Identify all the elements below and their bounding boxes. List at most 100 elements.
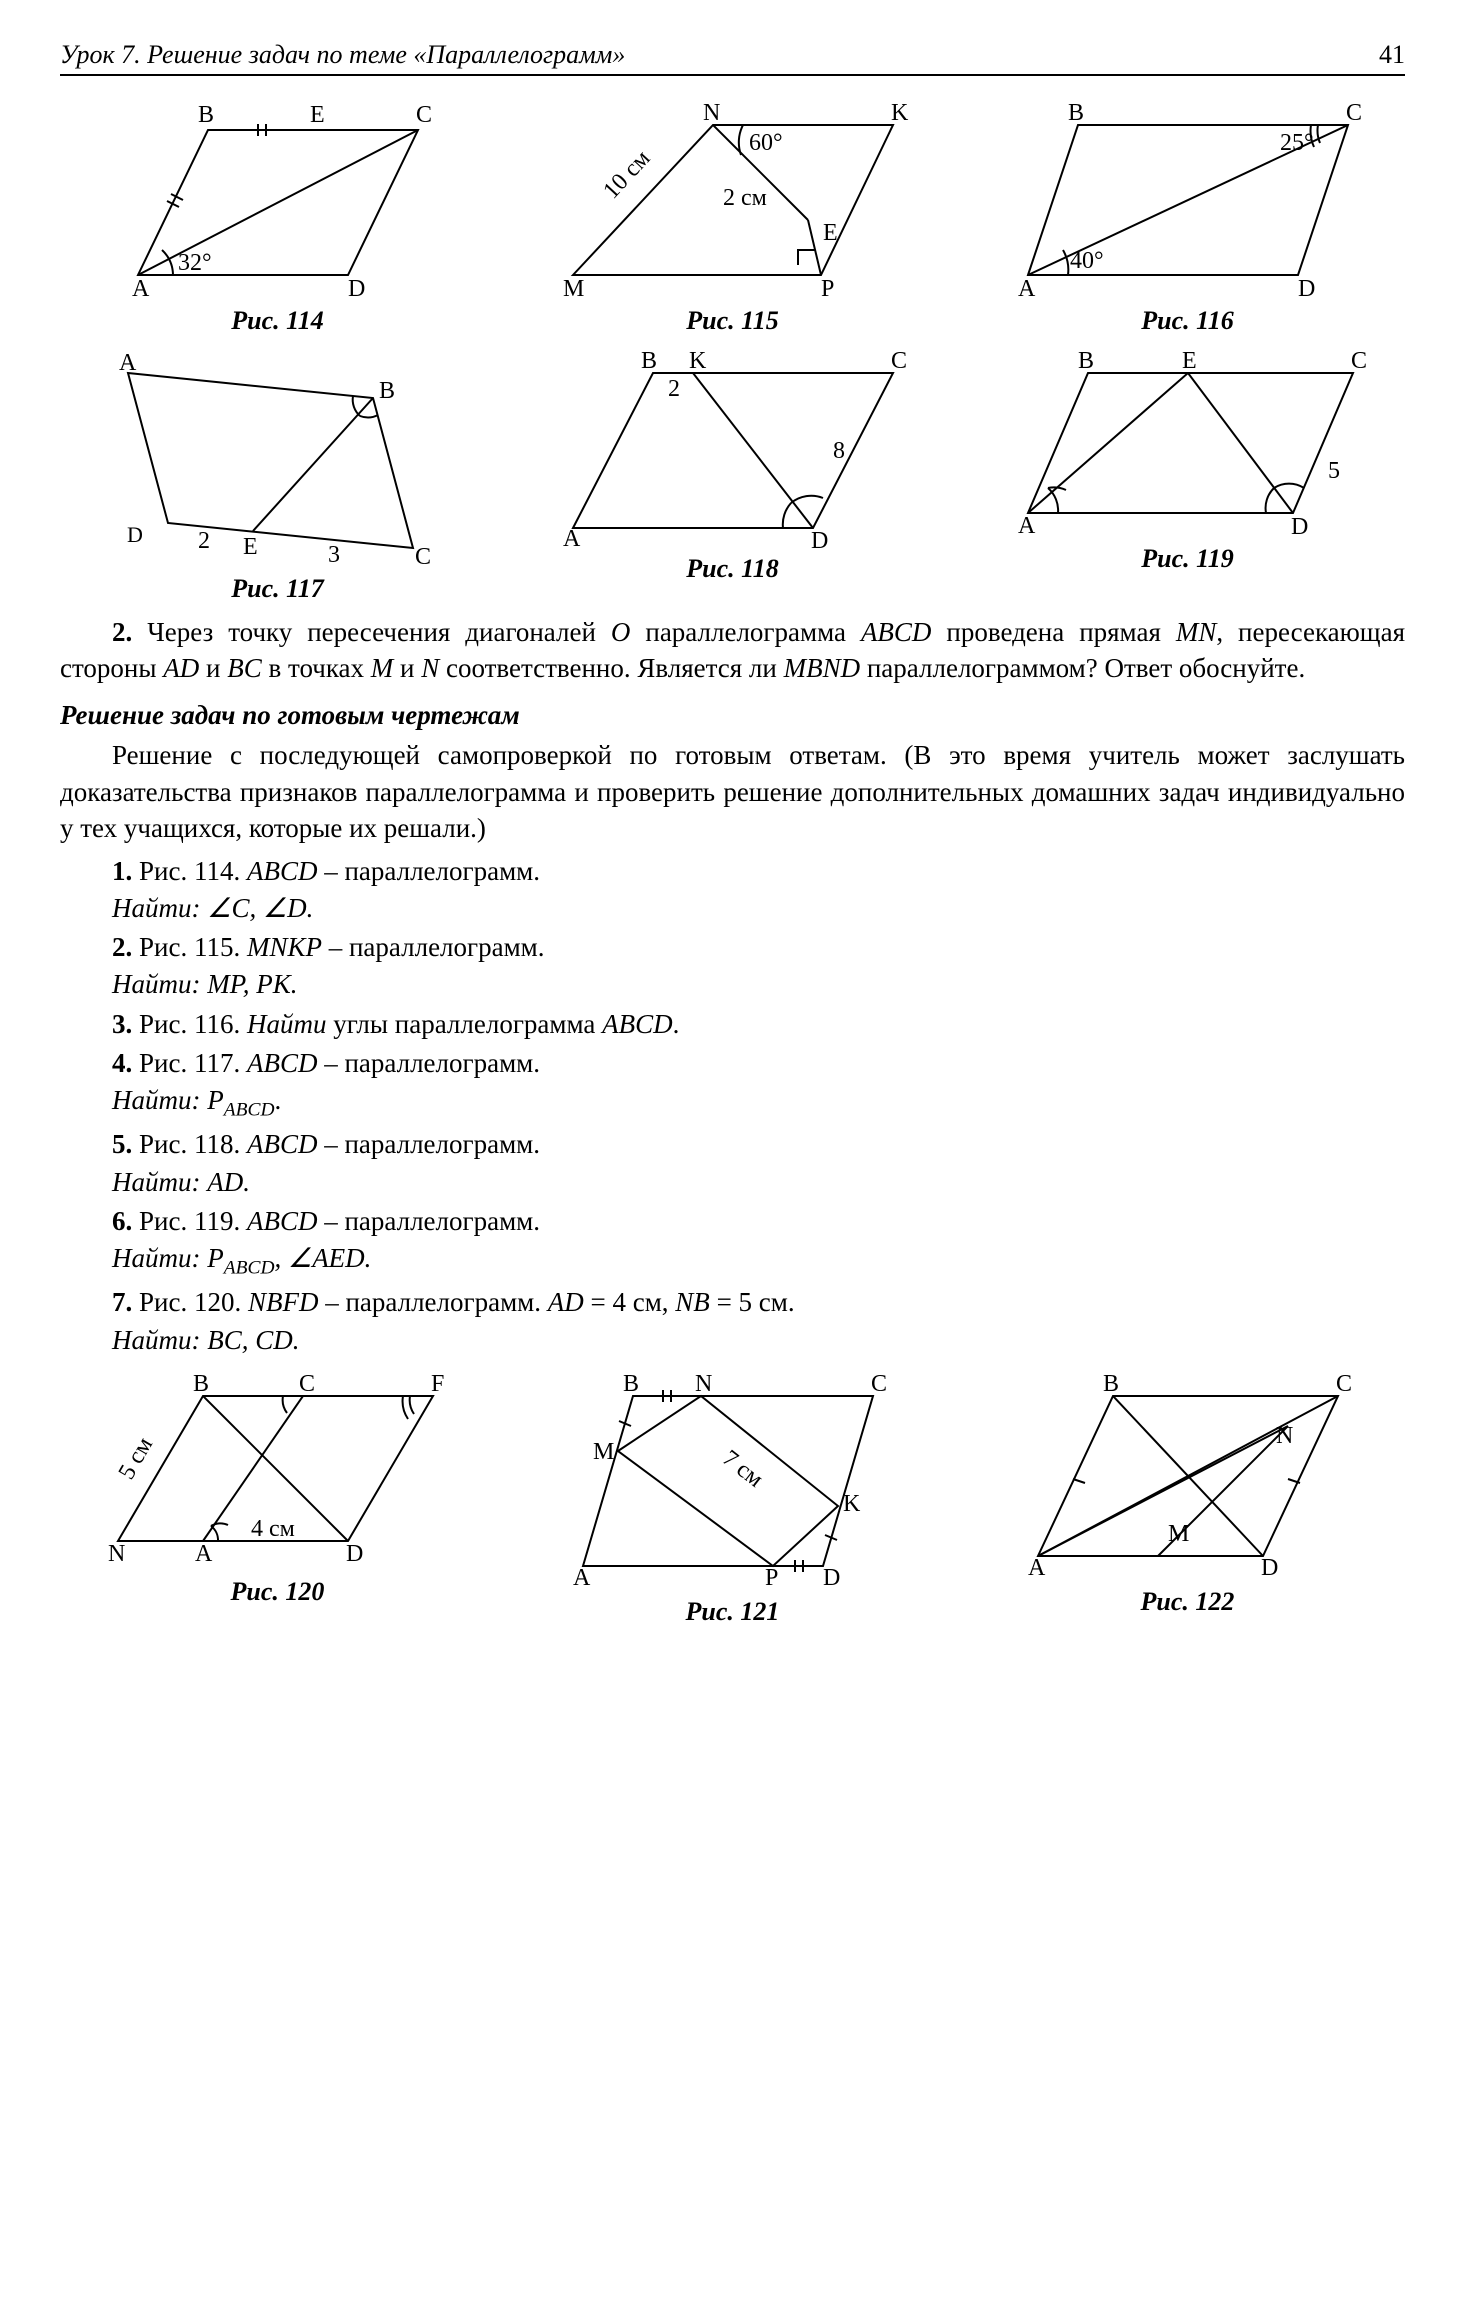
fig120-svg: N A B C D F 5 см 4 см — [103, 1371, 453, 1571]
fig119-seg1: 5 — [1328, 458, 1340, 484]
figure-122: A B C D M N Рис. 122 — [970, 1371, 1405, 1627]
task-5: 5. Рис. 118. ABCD – параллелограмм. Найт… — [112, 1126, 1405, 1201]
fig120-caption: Рис. 120 — [231, 1577, 325, 1607]
task-2: 2. Рис. 115. MNKP – параллелограмм. Найт… — [112, 929, 1405, 1004]
fig117-B: B — [379, 378, 395, 404]
task-1: 1. Рис. 114. ABCD – параллелограмм. Найт… — [112, 853, 1405, 928]
figure-120: N A B C D F 5 см 4 см Рис. 120 — [60, 1371, 495, 1627]
fig119-A: A — [1018, 513, 1036, 538]
fig121-P: P — [765, 1565, 778, 1591]
figure-116: A B C D 40° 25° Рис. 116 — [970, 100, 1405, 336]
fig116-angle2: 25° — [1280, 130, 1314, 156]
figures-row-3: N A B C D F 5 см 4 см Рис. 120 — [60, 1371, 1405, 1627]
fig115-svg: M N K P E 60° 10 см 2 см — [543, 100, 923, 300]
fig114-caption: Рис. 114 — [231, 306, 323, 336]
fig116-svg: A B C D 40° 25° — [1008, 100, 1368, 300]
fig114-A: A — [132, 276, 150, 300]
lesson-title: Урок 7. Решение задач по теме «Параллело… — [60, 40, 625, 70]
page-number: 41 — [1379, 40, 1405, 70]
fig114-E: E — [310, 102, 325, 128]
fig118-A: A — [563, 526, 581, 548]
fig116-D: D — [1298, 276, 1315, 300]
fig118-svg: A B C D K 2 8 — [553, 348, 913, 548]
fig115-E: E — [823, 220, 838, 246]
fig115-P: P — [821, 276, 834, 300]
figures-row-2: A B C D E 2 3 Рис. 117 A B C D — [60, 348, 1405, 604]
fig119-C: C — [1351, 348, 1367, 374]
fig117-C: C — [415, 544, 431, 568]
fig117-caption: Рис. 117 — [231, 574, 323, 604]
fig120-D: D — [346, 1541, 363, 1567]
fig115-caption: Рис. 115 — [686, 306, 778, 336]
fig121-C: C — [871, 1371, 887, 1397]
problem-2: 2. Через точку пересечения диагоналей O … — [60, 614, 1405, 687]
fig121-seg1: 7 см — [717, 1445, 768, 1492]
figures-row-1: A B E C D 32° Рис. 114 M N K — [60, 100, 1405, 336]
fig121-caption: Рис. 121 — [686, 1597, 780, 1627]
fig115-K: K — [891, 100, 909, 126]
fig118-seg1: 2 — [668, 376, 680, 402]
fig122-M: M — [1168, 1521, 1189, 1547]
task-6: 6. Рис. 119. ABCD – параллелограмм. Найт… — [112, 1203, 1405, 1282]
fig121-A: A — [573, 1565, 591, 1591]
fig120-side1: 5 см — [113, 1433, 157, 1484]
fig122-N: N — [1276, 1423, 1293, 1449]
task-4: 4. Рис. 117. ABCD – параллелограмм. Найт… — [112, 1045, 1405, 1124]
fig122-caption: Рис. 122 — [1141, 1587, 1235, 1617]
fig118-caption: Рис. 118 — [686, 554, 778, 584]
fig117-svg: A B C D E 2 3 — [113, 348, 443, 568]
fig117-D: D — [127, 522, 143, 547]
fig122-D: D — [1261, 1555, 1278, 1581]
fig114-D: D — [348, 276, 365, 300]
fig116-angle1: 40° — [1070, 248, 1104, 274]
fig122-svg: A B C D M N — [1018, 1371, 1358, 1581]
intro-paragraph: Решение с последующей самопроверкой по г… — [60, 737, 1405, 846]
fig115-seg: 2 см — [723, 185, 767, 211]
fig121-B: B — [623, 1371, 639, 1397]
fig117-seg2: 3 — [328, 542, 340, 568]
fig115-N: N — [703, 100, 720, 126]
fig116-caption: Рис. 116 — [1141, 306, 1233, 336]
fig114-B: B — [198, 102, 214, 128]
fig121-D: D — [823, 1565, 840, 1591]
fig120-B: B — [193, 1371, 209, 1397]
fig121-svg: A B C D M N K P 7 см — [563, 1371, 903, 1591]
fig120-C: C — [299, 1371, 315, 1397]
fig115-angle: 60° — [749, 130, 783, 156]
fig119-E: E — [1182, 348, 1197, 374]
fig116-C: C — [1346, 100, 1362, 126]
fig114-angle: 32° — [178, 250, 212, 276]
p2-num: 2. — [112, 617, 132, 647]
fig119-D: D — [1291, 514, 1308, 538]
fig121-K: K — [843, 1491, 861, 1517]
fig122-B: B — [1103, 1371, 1119, 1397]
tasks-list: 1. Рис. 114. ABCD – параллелограмм. Найт… — [60, 853, 1405, 1359]
fig118-seg2: 8 — [833, 438, 845, 464]
figure-115: M N K P E 60° 10 см 2 см Рис. 115 — [515, 100, 950, 336]
fig121-M: M — [593, 1439, 614, 1465]
fig118-K: K — [689, 348, 707, 374]
figure-118: A B C D K 2 8 Рис. 118 — [515, 348, 950, 604]
fig117-A: A — [119, 350, 137, 376]
fig122-C: C — [1336, 1371, 1352, 1397]
task-7: 7. Рис. 120. NBFD – параллелограмм. AD =… — [112, 1284, 1405, 1359]
fig114-C: C — [416, 102, 432, 128]
fig115-M: M — [563, 276, 584, 300]
fig120-N: N — [108, 1541, 125, 1567]
fig117-seg1: 2 — [198, 528, 210, 554]
figure-119: A B C D E 5 Рис. 119 — [970, 348, 1405, 604]
page-header: Урок 7. Решение задач по теме «Параллело… — [60, 40, 1405, 76]
fig120-seg1: 4 см — [251, 1516, 295, 1542]
fig114-svg: A B E C D 32° — [118, 100, 438, 300]
fig118-C: C — [891, 348, 907, 374]
figure-117: A B C D E 2 3 Рис. 117 — [60, 348, 495, 604]
fig120-A: A — [195, 1541, 213, 1567]
figure-114: A B E C D 32° Рис. 114 — [60, 100, 495, 336]
fig119-caption: Рис. 119 — [1141, 544, 1233, 574]
fig120-F: F — [431, 1371, 444, 1397]
fig116-B: B — [1068, 100, 1084, 126]
fig119-B: B — [1078, 348, 1094, 374]
body-text: 2. Через точку пересечения диагоналей O … — [60, 614, 1405, 1359]
fig117-E: E — [243, 534, 258, 560]
fig122-A: A — [1028, 1555, 1046, 1581]
